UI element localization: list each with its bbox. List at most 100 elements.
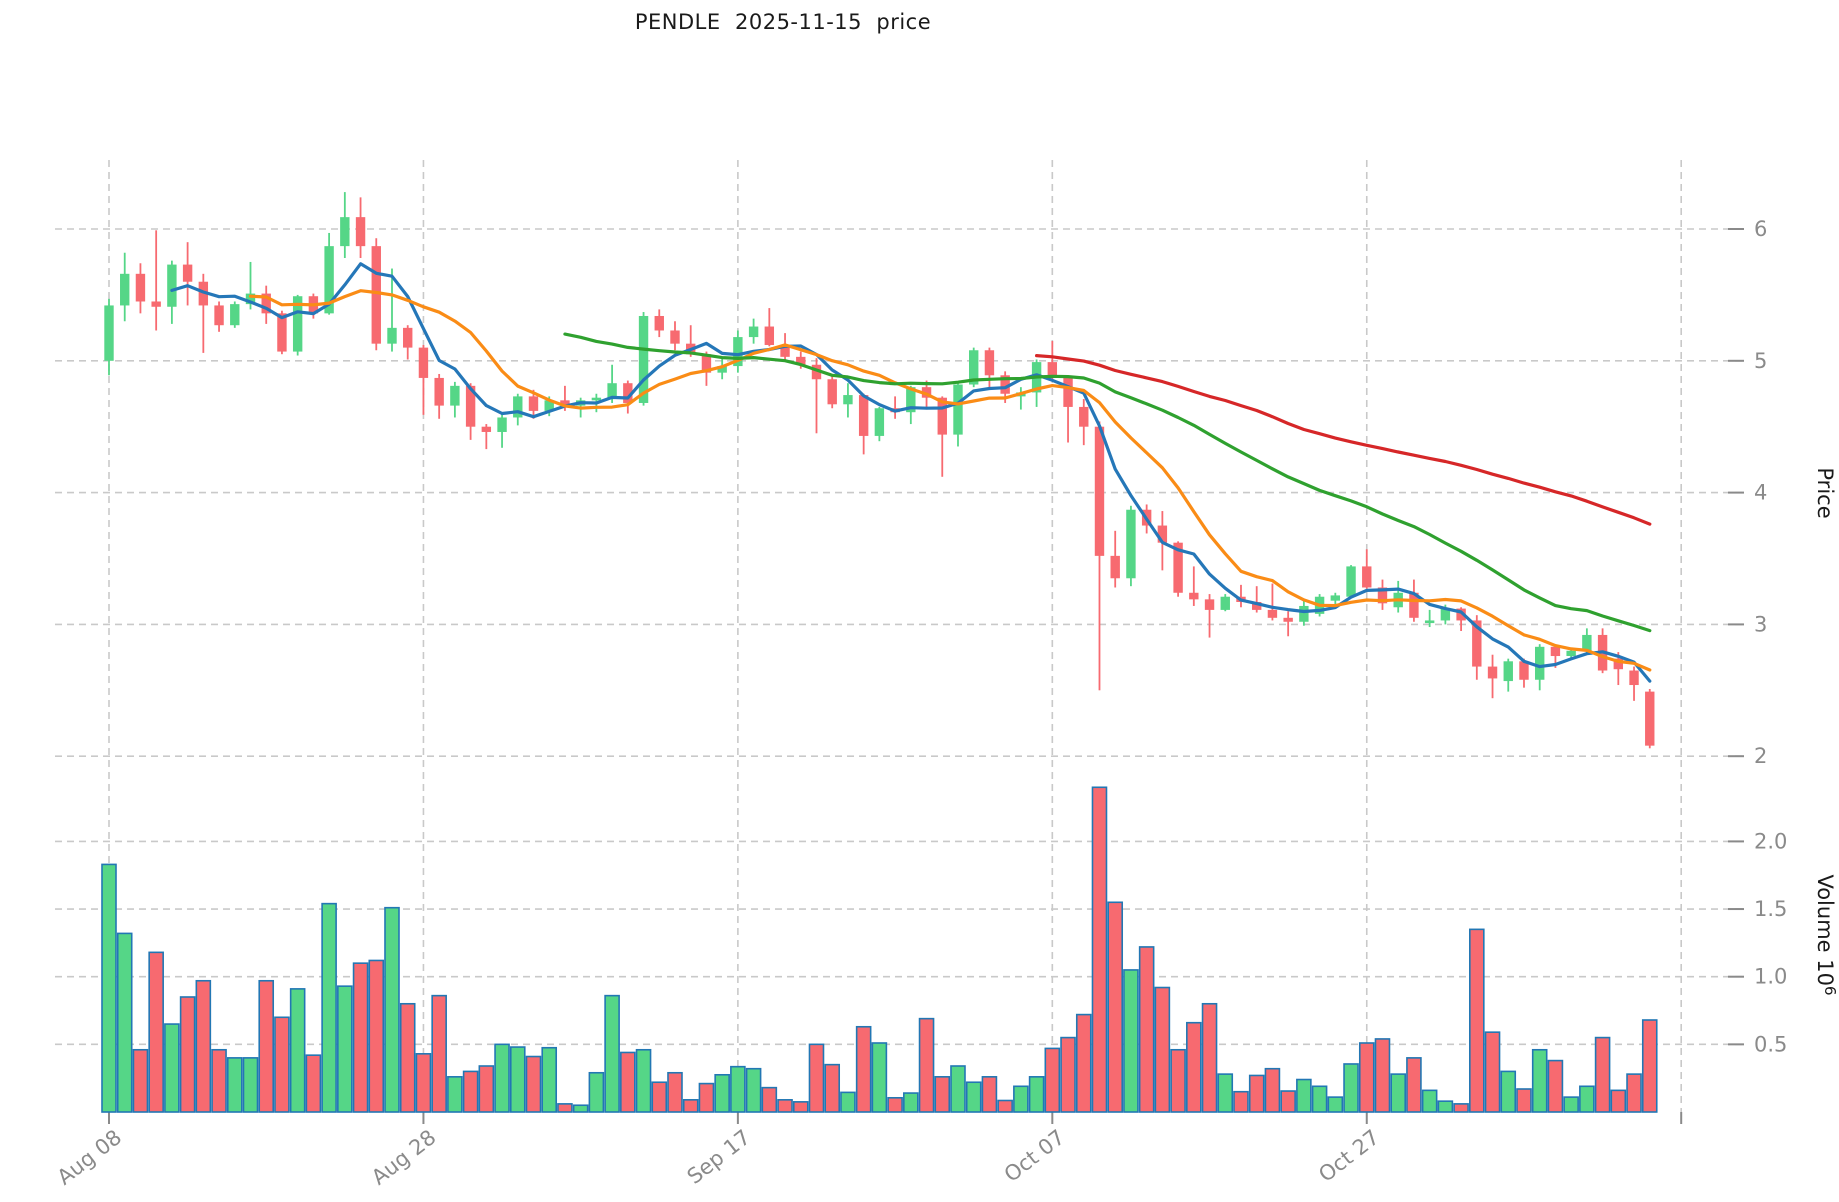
volume-bar — [1264, 1067, 1281, 1113]
volume-bar — [132, 1048, 149, 1113]
volume-bar — [337, 985, 353, 1113]
gridlines — [55, 160, 1744, 1112]
price-tick-label: 6 — [1754, 217, 1767, 241]
candle-wick — [941, 396, 944, 477]
candle-body-up — [1503, 661, 1513, 682]
candle-body-down — [182, 264, 193, 282]
candle-body-down — [1079, 406, 1089, 427]
candle-wick — [391, 268, 393, 352]
candle-body-down — [827, 379, 837, 405]
volume-bar — [698, 1082, 715, 1113]
candle-body-up — [1126, 509, 1136, 579]
volume-bar — [1170, 1048, 1186, 1113]
volume-bar — [934, 1076, 951, 1113]
candle-body-down — [135, 273, 146, 302]
candle-body-up — [1582, 634, 1592, 651]
volume-bar — [1626, 1073, 1642, 1113]
candle-body-down — [261, 293, 271, 314]
volume-bar — [478, 1065, 495, 1113]
volume-bar — [179, 996, 196, 1113]
ma-line-ma30 — [563, 332, 1652, 633]
chart-title: PENDLE 2025-11-15 price — [634, 10, 932, 34]
candle-body-down — [1047, 362, 1058, 378]
candle-body-down — [623, 383, 633, 403]
volume-bar — [1311, 1085, 1328, 1113]
candle-wick — [689, 325, 692, 357]
candle-body-down — [1362, 566, 1372, 588]
candle-body-up — [230, 304, 240, 326]
volume-bar — [1579, 1085, 1595, 1113]
volume-bar — [1013, 1085, 1029, 1113]
volume-bar — [447, 1076, 463, 1113]
candle-body-up — [1535, 646, 1545, 680]
tick-marks — [108, 228, 1744, 1124]
volume-bar — [289, 988, 306, 1113]
candle-body-down — [937, 397, 947, 435]
candle-body-up — [733, 337, 743, 367]
volume-bar — [1594, 1036, 1611, 1113]
volume-tick-label: 1.0 — [1754, 965, 1787, 989]
candle-body-down — [1472, 620, 1482, 667]
candle-body-down — [811, 364, 822, 380]
candle-body-up — [387, 327, 397, 344]
candle-body-up — [906, 387, 916, 413]
volume-bar — [1358, 1042, 1375, 1113]
candle-body-up — [717, 366, 727, 373]
volume-bar — [462, 1070, 479, 1113]
candle-body-down — [1409, 592, 1419, 618]
volume-axis-title: Volume 106 — [1813, 874, 1839, 995]
candle-body-down — [1613, 658, 1624, 670]
candle-body-up — [1566, 650, 1576, 657]
candle-body-down — [1000, 375, 1010, 394]
candle-wick — [155, 230, 158, 331]
candle-body-up — [292, 296, 303, 352]
volume-bar — [1123, 969, 1139, 1113]
volume-bar — [1201, 1002, 1218, 1113]
volume-bar — [1343, 1063, 1359, 1113]
volume-bar — [824, 1063, 841, 1113]
volume-bar — [1044, 1047, 1061, 1113]
ma-line-ma5 — [170, 262, 1652, 683]
candle-body-down — [1063, 377, 1073, 407]
candle-body-down — [1645, 691, 1655, 746]
volume-bar — [211, 1048, 227, 1113]
volume-bar — [1248, 1074, 1265, 1113]
volume-tick-label: 1.5 — [1754, 897, 1787, 921]
volume-bar — [274, 1016, 290, 1113]
candle-body-down — [1267, 609, 1278, 618]
candle-body-down — [560, 400, 570, 406]
x-tick-label: Aug 28 — [367, 1125, 440, 1190]
candle-body-down — [1519, 661, 1529, 680]
volume-bar — [1028, 1076, 1045, 1113]
price-axis-title: Price — [1813, 467, 1837, 518]
candle-body-down — [151, 301, 161, 307]
volume-bar — [667, 1071, 683, 1113]
price-tick-label: 5 — [1754, 349, 1767, 373]
candle-body-down — [780, 344, 790, 357]
candle-wick — [1255, 586, 1258, 613]
candle-body-down — [1189, 592, 1199, 600]
volume-bar — [258, 979, 275, 1113]
volume-bar — [1060, 1036, 1076, 1113]
candle-body-up — [120, 273, 130, 306]
volume-bar — [1500, 1070, 1517, 1113]
candle-body-up — [1424, 620, 1435, 624]
volume-bar — [1138, 946, 1155, 1113]
volume-bar — [792, 1101, 809, 1113]
volume-bar — [887, 1096, 903, 1113]
candle-body-down — [465, 385, 476, 427]
volume-bar — [1563, 1096, 1579, 1113]
price-tick-label: 2 — [1754, 744, 1767, 768]
candle-body-up — [843, 395, 853, 405]
candle-wick — [422, 344, 425, 415]
candle-body-down — [670, 330, 680, 344]
candle-body-up — [167, 264, 177, 307]
candle-body-up — [544, 400, 554, 411]
candle-body-up — [1299, 605, 1309, 622]
candle-body-down — [481, 426, 492, 432]
candle-body-up — [1330, 595, 1341, 601]
candle-wick — [1067, 376, 1069, 443]
candle-wick — [815, 358, 818, 434]
volume-bar — [1469, 928, 1485, 1113]
